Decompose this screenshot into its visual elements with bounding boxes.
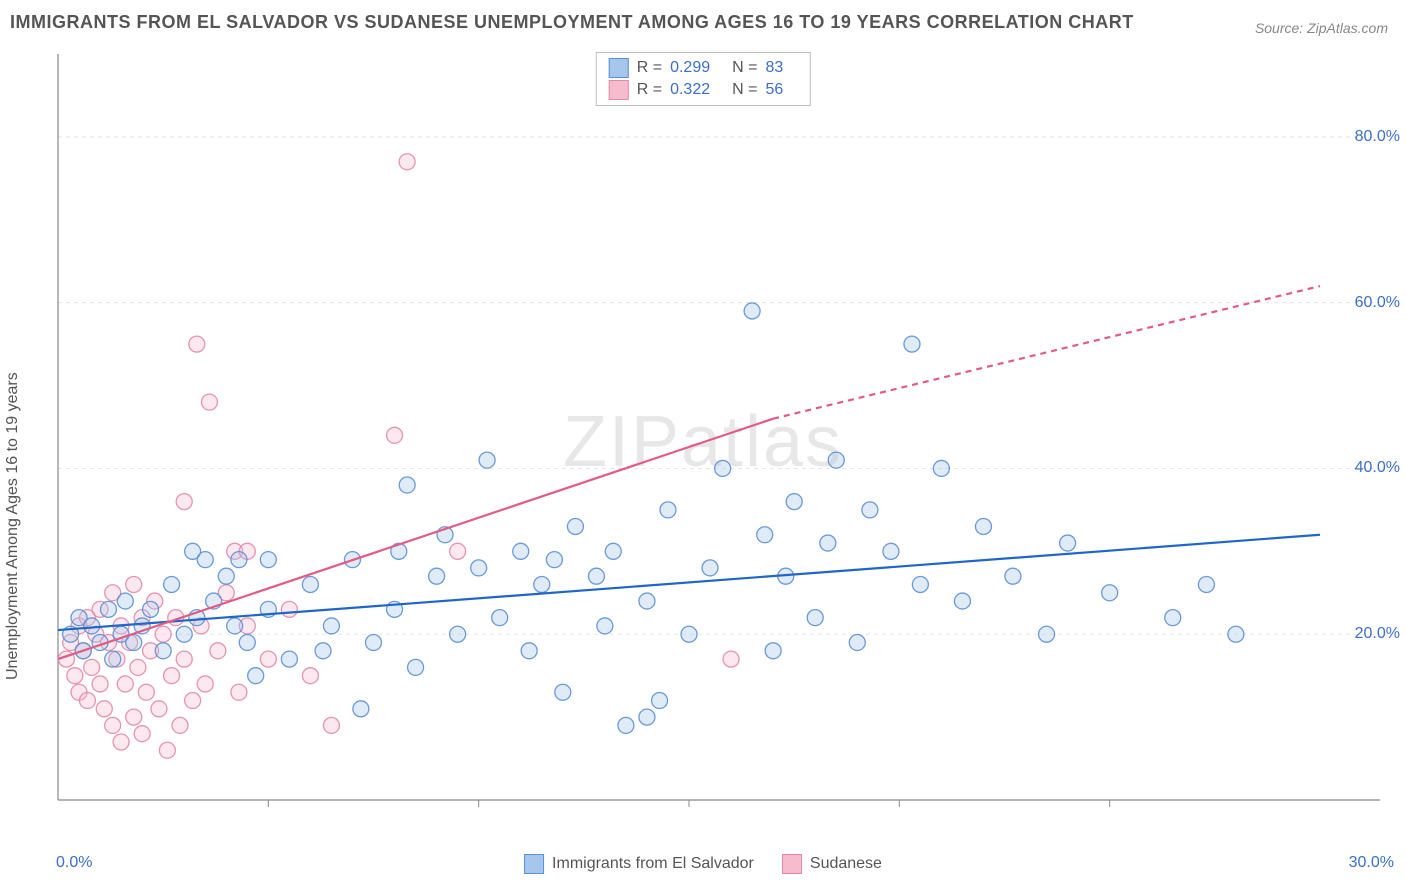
legend-item: Sudanese — [782, 854, 882, 874]
series-legend: Immigrants from El Salvador Sudanese — [524, 854, 882, 874]
y-axis-label: Unemployment Among Ages 16 to 19 years — [4, 372, 22, 680]
chart-title: IMMIGRANTS FROM EL SALVADOR VS SUDANESE … — [10, 12, 1134, 33]
x-tick-label-max: 30.0% — [1349, 854, 1394, 872]
n-value: 56 — [765, 79, 783, 101]
r-label: R = — [637, 79, 662, 101]
r-value: 0.322 — [670, 79, 710, 101]
legend-item: Immigrants from El Salvador — [524, 854, 754, 874]
series-label: Sudanese — [810, 855, 882, 873]
x-tick-label-min: 0.0% — [56, 854, 92, 872]
swatch-pink — [782, 854, 802, 874]
scatter-plot — [50, 50, 1390, 830]
r-value: 0.299 — [670, 57, 710, 79]
legend-row: R = 0.299 N = 83 — [609, 57, 798, 79]
chart-container: IMMIGRANTS FROM EL SALVADOR VS SUDANESE … — [0, 0, 1406, 892]
correlation-legend: R = 0.299 N = 83 R = 0.322 N = 56 — [596, 52, 811, 106]
r-label: R = — [637, 57, 662, 79]
y-tick-label: 40.0% — [1355, 459, 1400, 477]
n-label: N = — [732, 79, 757, 101]
series-label: Immigrants from El Salvador — [552, 855, 754, 873]
n-value: 83 — [765, 57, 783, 79]
y-tick-label: 80.0% — [1355, 128, 1400, 146]
source-attribution: Source: ZipAtlas.com — [1255, 20, 1388, 36]
n-label: N = — [732, 57, 757, 79]
swatch-blue — [524, 854, 544, 874]
y-tick-label: 20.0% — [1355, 625, 1400, 643]
swatch-pink — [609, 80, 629, 100]
y-tick-label: 60.0% — [1355, 294, 1400, 312]
legend-row: R = 0.322 N = 56 — [609, 79, 798, 101]
swatch-blue — [609, 58, 629, 78]
